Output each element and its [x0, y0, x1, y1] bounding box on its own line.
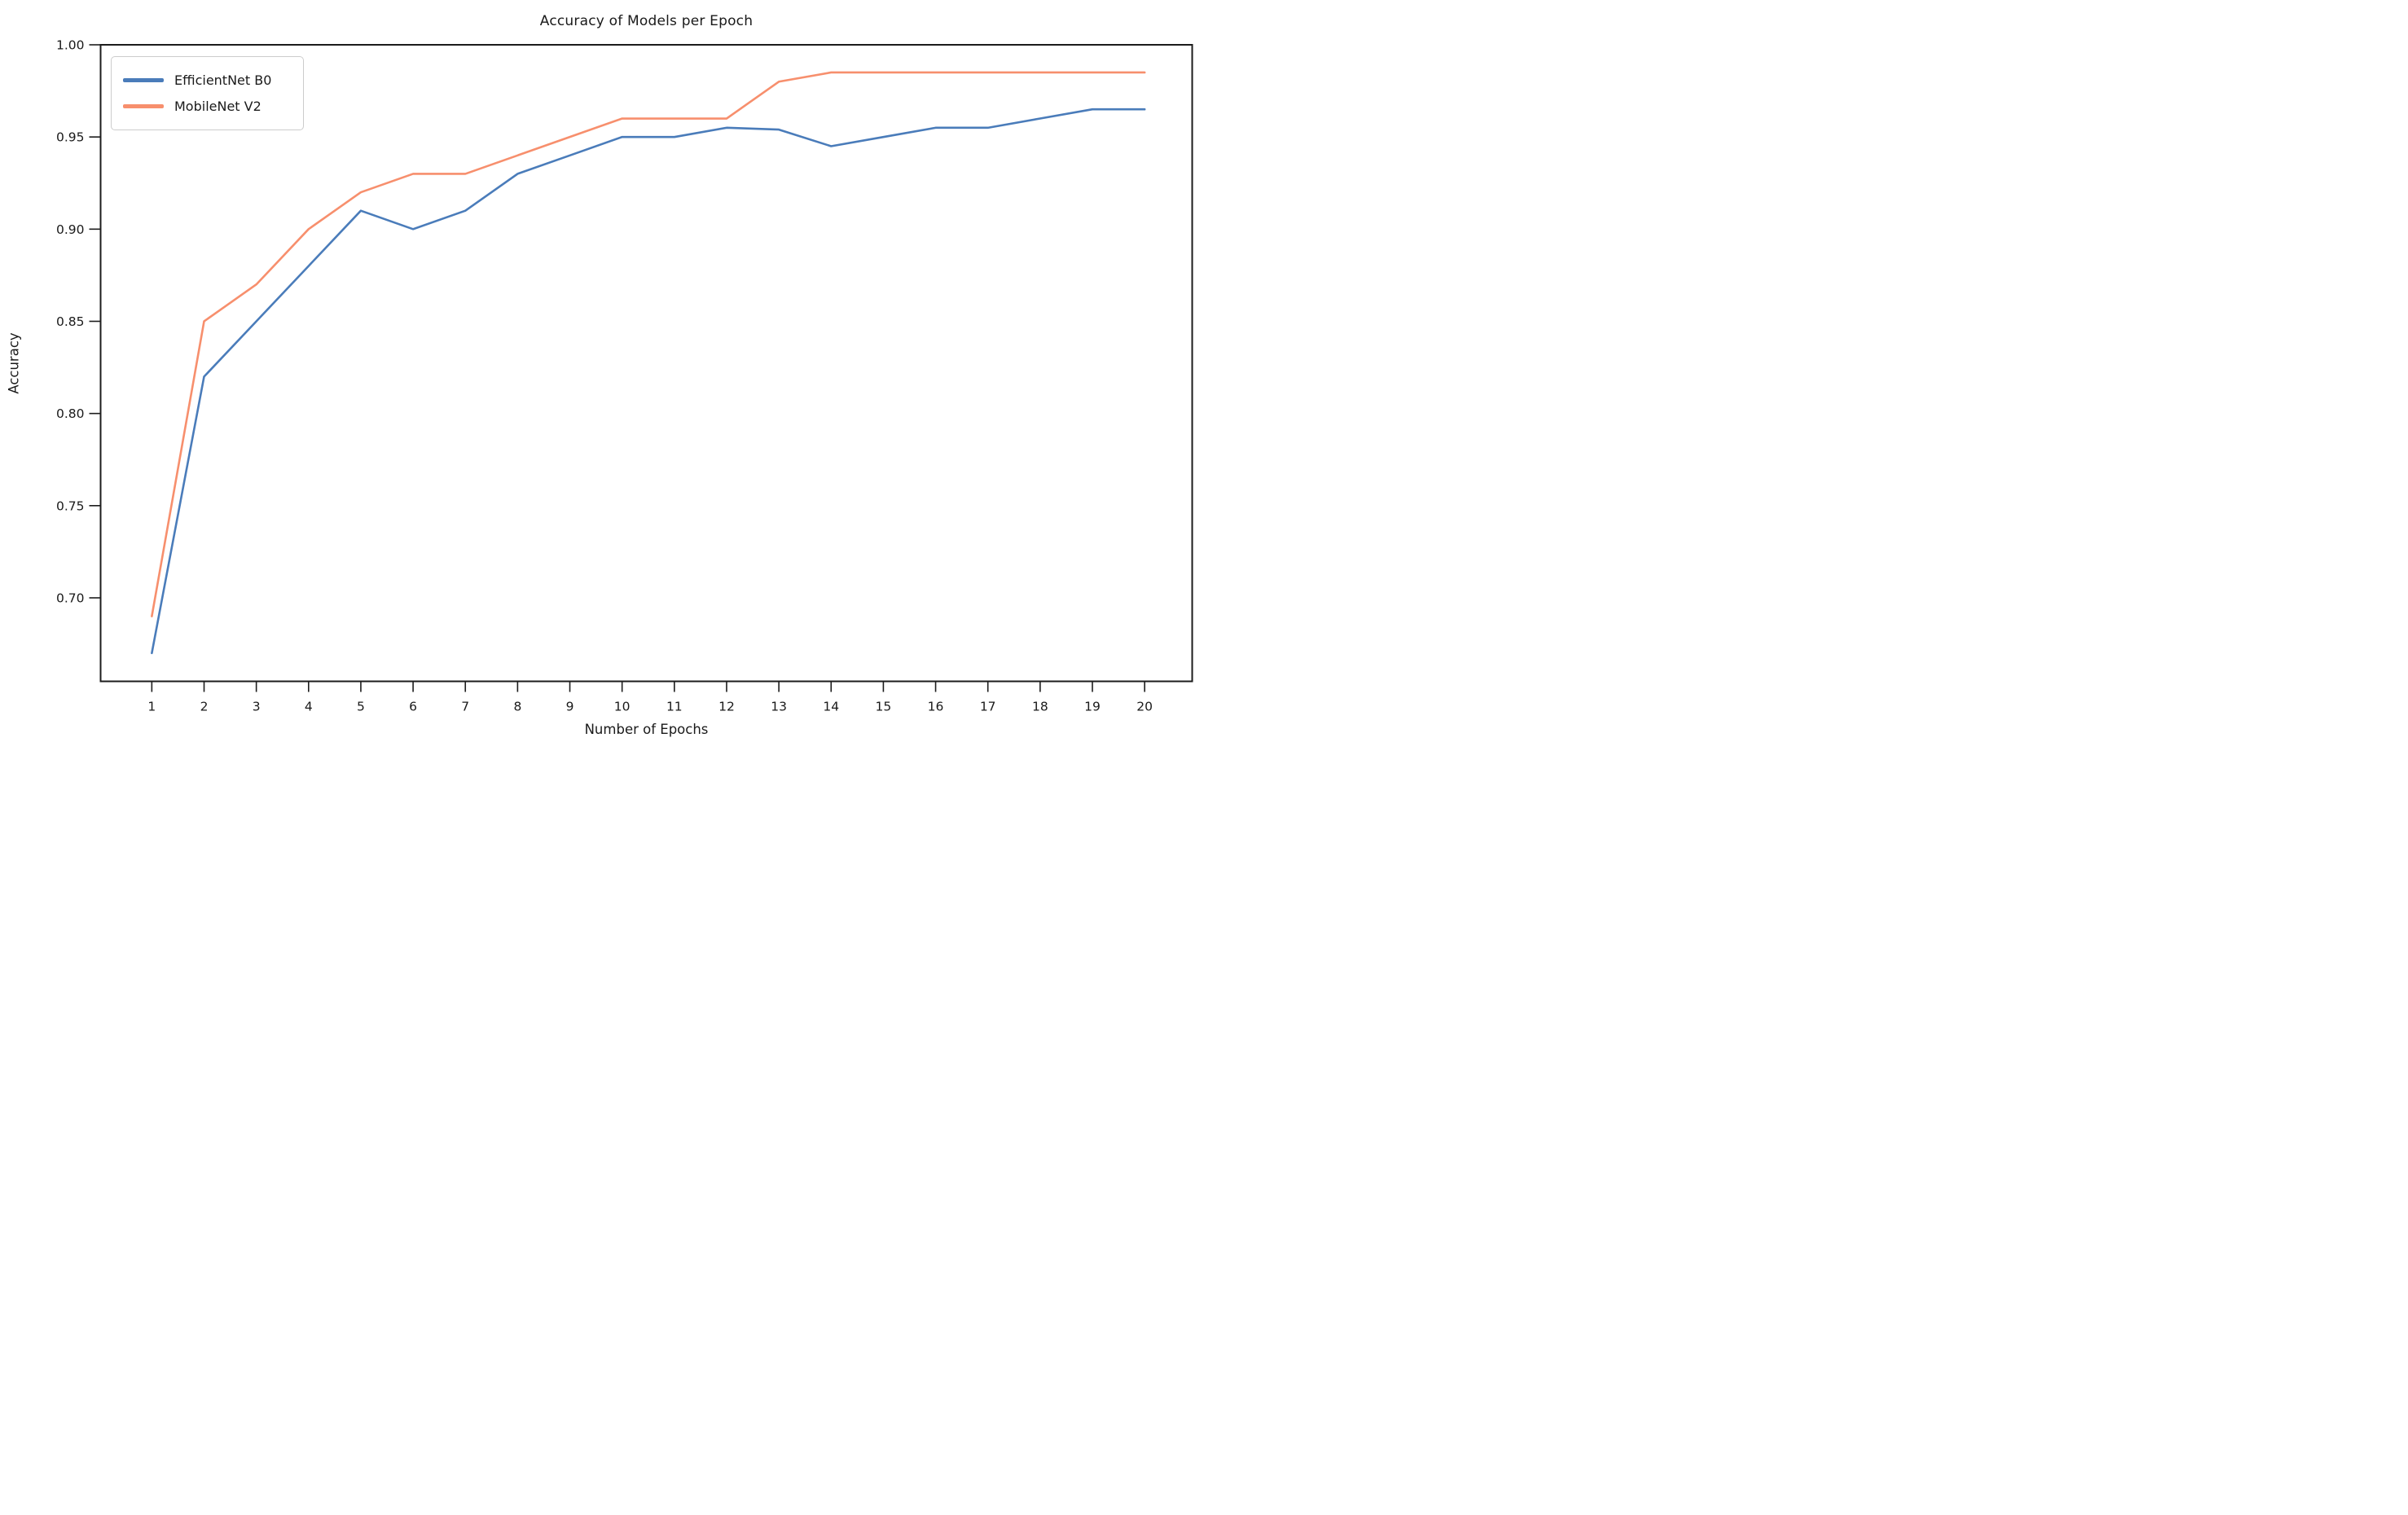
y-tick-label: 0.75 — [56, 498, 85, 513]
x-axis-label: Number of Epochs — [584, 722, 709, 737]
x-tick-label: 17 — [980, 700, 996, 714]
y-tick-label: 0.85 — [56, 314, 85, 329]
legend-line-swatch-orange — [123, 104, 164, 108]
x-tick-label: 9 — [566, 700, 574, 714]
x-tick-label: 15 — [876, 700, 892, 714]
plot-canvas: 0.700.750.800.850.900.951.001 2 3 4 5 6 7 8 9 10 1… — [56, 38, 1193, 714]
chart-figure: 0.70 0.75 0.80 0.85 0.90 0.95 1.00 1 2 3 4 5 6 7 8 9 10 1… — [0, 0, 1204, 758]
y-tick-label: 0.95 — [56, 130, 85, 145]
x-tick-label: 1 — [147, 700, 156, 714]
x-tick-label: 10 — [614, 700, 631, 714]
x-tick-label: 19 — [1084, 700, 1101, 714]
x-tick-label: 2 — [200, 700, 209, 714]
series-line-mobilenet-v2 — [151, 71, 1146, 617]
x-tick-label: 7 — [461, 700, 469, 714]
plot-border — [99, 44, 1193, 683]
series-line-efficientnet-b0 — [151, 108, 1146, 655]
legend-label: MobileNet V2 — [174, 99, 261, 114]
legend-item: EfficientNet B0 — [123, 72, 292, 88]
x-tick-label: 12 — [718, 700, 735, 714]
x-tick-label: 11 — [666, 700, 683, 714]
y-tick-label: 1.00 — [56, 38, 85, 53]
x-tick-label: 18 — [1032, 700, 1048, 714]
x-tick-label: 6 — [409, 700, 417, 714]
y-tick-label: 0.90 — [56, 222, 85, 237]
legend-box: EfficientNet B0 MobileNet V2 — [111, 56, 304, 130]
x-tick-label: 8 — [513, 700, 521, 714]
chart-title: Accuracy of Models per Epoch — [539, 13, 754, 29]
x-tick-label: 13 — [771, 700, 787, 714]
x-tick-label: 3 — [253, 700, 261, 714]
legend-label: EfficientNet B0 — [174, 72, 272, 88]
x-tick-label: 16 — [928, 700, 944, 714]
x-tick-label: 20 — [1136, 700, 1153, 714]
x-tick-label: 4 — [305, 700, 313, 714]
y-axis-label: Accuracy — [6, 332, 22, 394]
x-tick-label: 14 — [823, 700, 839, 714]
legend-item: MobileNet V2 — [123, 99, 292, 114]
x-tick-label: 5 — [357, 700, 365, 714]
y-tick-label: 0.70 — [56, 591, 85, 605]
legend-line-swatch-blue — [123, 78, 164, 82]
y-tick-label: 0.80 — [56, 406, 85, 421]
